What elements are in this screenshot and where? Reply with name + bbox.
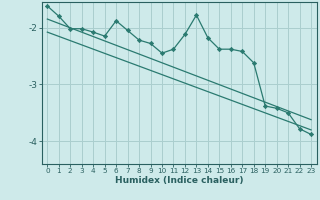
X-axis label: Humidex (Indice chaleur): Humidex (Indice chaleur) xyxy=(115,176,244,185)
